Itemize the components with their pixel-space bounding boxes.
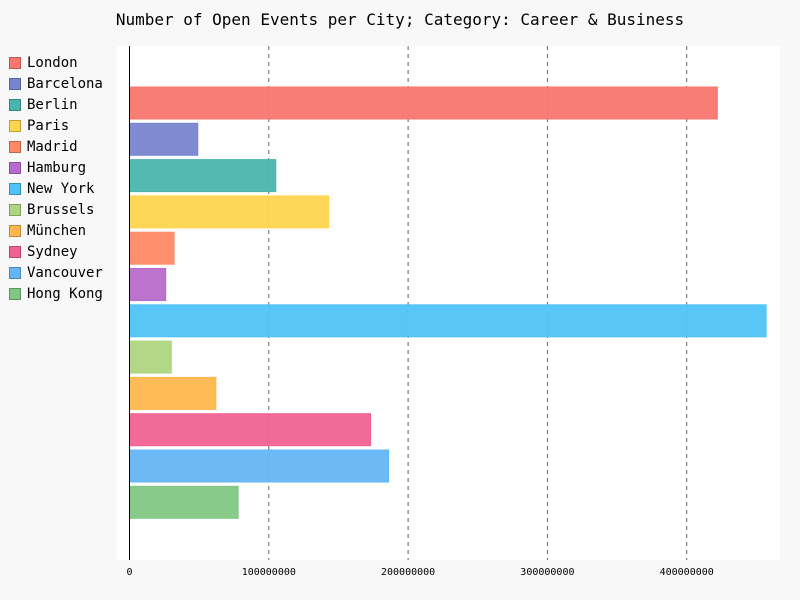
legend-label: Paris — [27, 117, 70, 134]
x-tick-label: 300000000 — [520, 567, 574, 578]
bar-barcelona[interactable] — [129, 122, 199, 156]
legend-swatch — [9, 161, 21, 174]
legend-swatch — [9, 245, 21, 258]
legend-swatch — [9, 56, 21, 69]
legend-label: Madrid — [27, 138, 78, 155]
legend-label: München — [27, 222, 87, 239]
legend-label: Berlin — [27, 96, 78, 113]
x-tick-label: 400000000 — [660, 567, 714, 578]
legend-swatch — [9, 203, 21, 216]
legend-item[interactable]: Hong Kong — [9, 283, 103, 304]
legend-item[interactable]: Brussels — [9, 199, 103, 220]
legend-label: Sydney — [27, 243, 78, 260]
legend-item[interactable]: New York — [9, 178, 103, 199]
bar-new-york[interactable] — [129, 304, 767, 338]
legend-label: Hamburg — [27, 159, 87, 176]
bar-hamburg[interactable] — [129, 268, 167, 301]
legend-item[interactable]: London — [9, 52, 103, 73]
legend: London Barcelona Berlin Paris Madrid Hamburg N… — [9, 52, 103, 304]
legend-swatch — [9, 119, 21, 132]
legend-item[interactable]: München — [9, 220, 103, 241]
bar-paris[interactable] — [129, 195, 330, 229]
legend-swatch — [9, 287, 21, 300]
bar-sydney[interactable] — [129, 413, 371, 447]
legend-swatch — [9, 98, 21, 111]
legend-item[interactable]: Hamburg — [9, 157, 103, 178]
bar-hong-kong[interactable] — [129, 485, 239, 519]
x-tick-label: 0 — [126, 567, 132, 578]
legend-label: Hong Kong — [27, 285, 103, 302]
legend-swatch — [9, 224, 21, 237]
legend-item[interactable]: Vancouver — [9, 262, 103, 283]
legend-item[interactable]: Barcelona — [9, 73, 103, 94]
legend-swatch — [9, 77, 21, 90]
legend-item[interactable]: Paris — [9, 115, 103, 136]
legend-swatch — [9, 266, 21, 279]
bar-london[interactable] — [129, 86, 718, 120]
legend-item[interactable]: Berlin — [9, 94, 103, 115]
legend-item[interactable]: Madrid — [9, 136, 103, 157]
bar-berlin[interactable] — [129, 159, 277, 193]
legend-label: London — [27, 54, 78, 71]
legend-label: New York — [27, 180, 95, 197]
legend-label: Barcelona — [27, 75, 103, 92]
x-tick-label: 200000000 — [381, 567, 435, 578]
bar-vancouver[interactable] — [129, 449, 390, 483]
legend-label: Brussels — [27, 201, 95, 218]
bar-brussels[interactable] — [129, 340, 172, 374]
legend-label: Vancouver — [27, 264, 103, 281]
bar-münchen[interactable] — [129, 376, 217, 410]
x-tick-label: 100000000 — [242, 567, 296, 578]
legend-item[interactable]: Sydney — [9, 241, 103, 262]
legend-swatch — [9, 182, 21, 195]
legend-swatch — [9, 140, 21, 153]
chart-title: Number of Open Events per City; Category… — [115, 10, 685, 29]
bar-madrid[interactable] — [129, 231, 175, 265]
